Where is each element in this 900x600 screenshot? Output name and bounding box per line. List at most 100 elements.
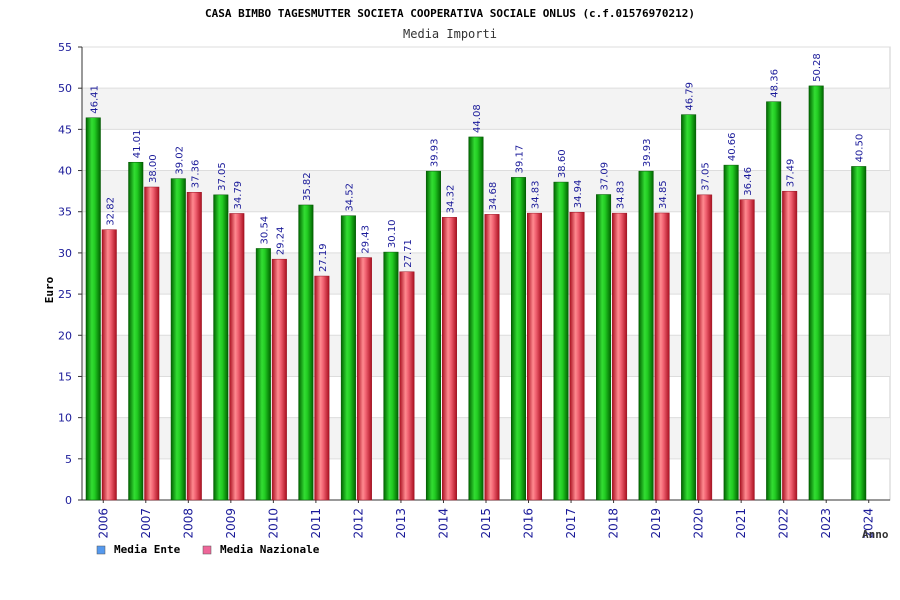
bar-media-nazionale (101, 229, 117, 501)
y-axis-label: Euro (43, 276, 56, 303)
bar-media-nazionale (484, 214, 500, 501)
y-tick-label: 50 (58, 82, 72, 95)
y-tick-label: 40 (58, 165, 72, 178)
bar-media-ente (681, 114, 697, 501)
bar-media-ente (298, 204, 314, 501)
data-label: 46.79 (685, 82, 696, 111)
x-tick-label: 2016 (522, 508, 536, 539)
data-label: 40.66 (727, 132, 738, 161)
chart-title: CASA BIMBO TAGESMUTTER SOCIETA COOPERATI… (205, 7, 695, 20)
data-label: 48.36 (770, 69, 781, 98)
bar-media-ente (723, 164, 739, 501)
x-tick-label: 2007 (139, 508, 153, 539)
data-label: 46.41 (89, 85, 100, 114)
x-tick-label: 2021 (734, 508, 748, 539)
bar-media-nazionale (314, 275, 330, 501)
bar-media-ente (468, 136, 484, 501)
x-tick-label: 2011 (309, 508, 323, 539)
x-tick-label: 2008 (181, 508, 195, 539)
bar-media-nazionale (271, 258, 287, 501)
bar-media-nazionale (399, 271, 415, 501)
x-tick-label: 2020 (692, 508, 706, 539)
x-tick-label: 2013 (394, 508, 408, 539)
x-tick-label: 2012 (351, 508, 365, 539)
legend-swatch-media-ente (96, 545, 106, 555)
data-label: 36.46 (743, 167, 754, 196)
bar-media-ente (808, 85, 824, 501)
y-tick-label: 35 (58, 206, 72, 219)
data-label: 41.01 (132, 130, 143, 159)
data-label: 30.54 (259, 216, 270, 245)
data-label: 37.05 (217, 162, 228, 191)
legend-label-media-ente: Media Ente (114, 543, 181, 556)
y-tick-label: 30 (58, 247, 72, 260)
bar-media-nazionale (186, 192, 202, 501)
data-label: 39.93 (642, 138, 653, 167)
legend-label-media-nazionale: Media Nazionale (220, 543, 320, 556)
data-label: 29.43 (360, 225, 371, 254)
y-tick-label: 0 (65, 494, 72, 507)
bar-media-ente (85, 117, 101, 501)
data-label: 34.32 (445, 185, 456, 214)
y-tick-label: 45 (58, 123, 72, 136)
x-tick-label: 2019 (649, 508, 663, 539)
data-label: 29.24 (275, 227, 286, 256)
y-tick-label: 10 (58, 412, 72, 425)
data-label: 35.82 (302, 172, 313, 201)
y-tick-label: 20 (58, 329, 72, 342)
data-label: 40.50 (855, 134, 866, 163)
x-tick-label: 2022 (777, 508, 791, 539)
bar-media-ente (766, 101, 782, 501)
x-tick-label: 2017 (564, 508, 578, 539)
legend: Media Ente Media Nazionale (96, 543, 320, 556)
data-label: 34.85 (658, 180, 669, 209)
x-tick-label: 2023 (819, 508, 833, 539)
data-label: 34.94 (573, 180, 584, 209)
data-label: 37.09 (600, 162, 611, 191)
x-tick-label: 2009 (224, 508, 238, 539)
bar-media-ente (383, 251, 399, 501)
bar-media-ente (851, 166, 867, 501)
bar-media-nazionale (527, 212, 543, 501)
bar-media-ente (170, 178, 186, 501)
bar-media-ente (128, 161, 144, 501)
bar-media-nazionale (654, 212, 670, 501)
x-tick-label: 2018 (607, 508, 621, 539)
bar-media-ente (638, 170, 654, 501)
bar-media-ente (511, 177, 527, 501)
data-label: 34.83 (531, 180, 542, 209)
data-label: 37.49 (786, 159, 797, 188)
bar-media-ente (425, 170, 441, 501)
data-label: 34.52 (344, 183, 355, 212)
axes: 0 5 10 15 20 25 30 35 40 45 50 55 2006 2007 2008 2009 20… (58, 41, 890, 539)
data-label: 27.71 (403, 239, 414, 268)
x-axis-label: Anno (862, 528, 889, 541)
bar-media-nazionale (229, 213, 245, 501)
bar-media-ente (213, 194, 229, 501)
grid-band (82, 88, 890, 130)
x-tick-label: 2006 (96, 508, 110, 539)
bar-media-nazionale (782, 190, 798, 501)
bar-media-nazionale (356, 257, 372, 501)
data-label: 32.82 (105, 197, 116, 226)
data-label: 30.10 (387, 219, 398, 248)
data-label: 50.28 (812, 53, 823, 82)
data-label: 34.68 (488, 182, 499, 211)
y-tick-label: 25 (58, 288, 72, 301)
bar-media-nazionale (569, 211, 585, 501)
bar-media-ente (340, 215, 356, 501)
data-label: 27.19 (318, 243, 329, 272)
data-label: 38.00 (148, 154, 159, 183)
data-label: 39.93 (429, 138, 440, 167)
bar-media-ente (553, 181, 569, 501)
bar-media-ente (596, 194, 612, 501)
bar-media-nazionale (441, 217, 457, 501)
bar-media-nazionale (612, 212, 628, 501)
data-label: 44.08 (472, 104, 483, 133)
bar-media-nazionale (697, 194, 713, 501)
data-label: 39.17 (515, 145, 526, 174)
chart-subtitle: Media Importi (403, 27, 497, 41)
data-label: 39.02 (174, 146, 185, 175)
y-tick-label: 5 (65, 453, 72, 466)
